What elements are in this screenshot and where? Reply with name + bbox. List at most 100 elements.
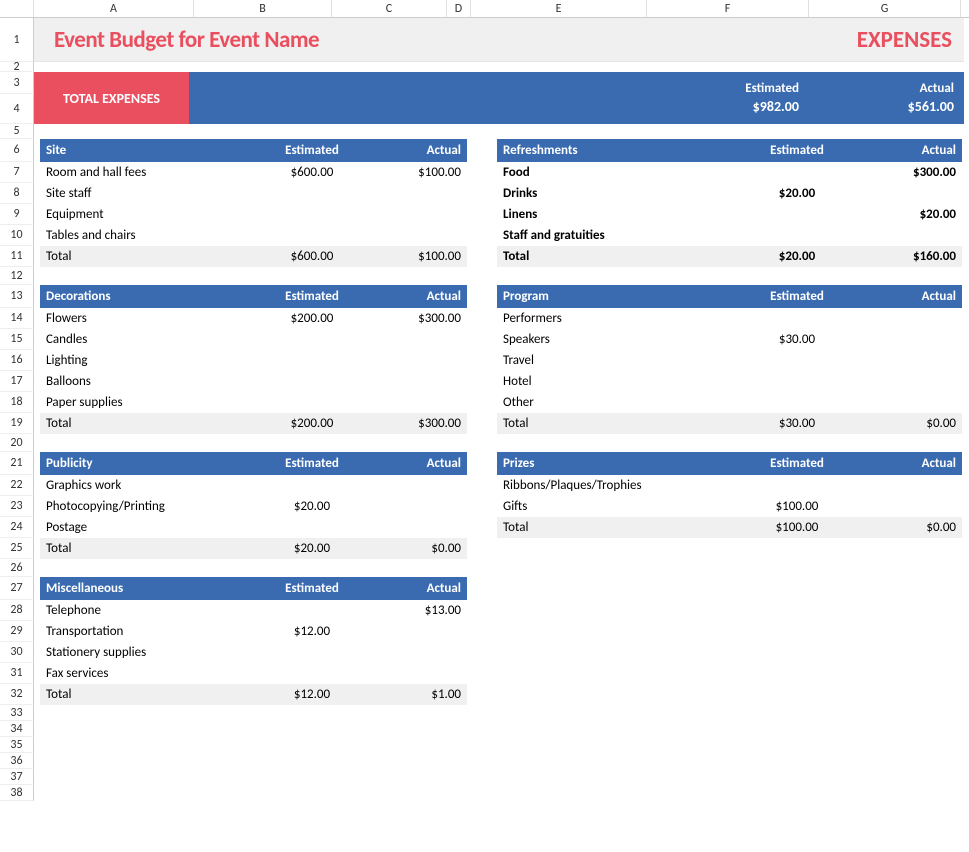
cell-estimated[interactable]: $200.00	[257, 311, 367, 326]
row-header[interactable]: 37	[0, 769, 34, 785]
section-row[interactable]: Paper supplies	[40, 392, 467, 413]
cell-label[interactable]: Paper supplies	[40, 395, 257, 410]
cell-actual[interactable]: $300.00	[367, 416, 467, 431]
section-total-row[interactable]: Total$20.00$160.00	[497, 246, 962, 267]
section-row[interactable]: Room and hall fees$600.00$100.00	[40, 162, 467, 183]
cell-actual[interactable]: $13.00	[367, 603, 467, 618]
cell-label[interactable]: Flowers	[40, 311, 257, 326]
cell-estimated[interactable]: $12.00	[257, 624, 367, 639]
cell-actual[interactable]: $100.00	[367, 249, 467, 264]
section-row[interactable]: Drinks$20.00	[497, 183, 962, 204]
section-row[interactable]: Lighting	[40, 350, 467, 371]
row-header[interactable]: 19	[0, 413, 34, 434]
row-header[interactable]: 4	[0, 94, 34, 124]
cell-estimated[interactable]: $600.00	[257, 249, 367, 264]
cell-label[interactable]: Balloons	[40, 374, 257, 389]
cell-estimated[interactable]: $20.00	[257, 499, 367, 514]
section-row[interactable]: Telephone$13.00	[40, 600, 467, 621]
cell-actual[interactable]: $0.00	[852, 520, 962, 535]
cell-label[interactable]: Transportation	[40, 624, 257, 639]
row-header[interactable]: 13	[0, 285, 34, 308]
row-header[interactable]: 2	[0, 62, 34, 72]
row-header[interactable]: 38	[0, 785, 34, 801]
row-header[interactable]: 32	[0, 684, 34, 705]
cell-label[interactable]: Site staff	[40, 186, 257, 201]
cell-label[interactable]: Ribbons/Plaques/Trophies	[497, 478, 742, 493]
row-header[interactable]: 34	[0, 721, 34, 737]
section-row[interactable]: Other	[497, 392, 962, 413]
section-row[interactable]: Performers	[497, 308, 962, 329]
row-header[interactable]: 30	[0, 642, 34, 663]
section-row[interactable]: Stationery supplies	[40, 642, 467, 663]
row-header[interactable]: 33	[0, 705, 34, 721]
row-header[interactable]: 8	[0, 183, 34, 204]
section-total-row[interactable]: Total$600.00$100.00	[40, 246, 467, 267]
cell-label[interactable]: Gifts	[497, 499, 742, 514]
column-header[interactable]: B	[194, 0, 332, 17]
column-header[interactable]: C	[332, 0, 447, 17]
section-row[interactable]: Food$300.00	[497, 162, 962, 183]
section-row[interactable]: Flowers$200.00$300.00	[40, 308, 467, 329]
section-row[interactable]: Site staff	[40, 183, 467, 204]
cell-label[interactable]: Linens	[497, 207, 742, 222]
cell-label[interactable]: Speakers	[497, 332, 742, 347]
row-header[interactable]: 35	[0, 737, 34, 753]
cell-label[interactable]: Candles	[40, 332, 257, 347]
cell-label[interactable]: Stationery supplies	[40, 645, 257, 660]
section-row[interactable]: Graphics work	[40, 475, 467, 496]
cell-label[interactable]: Performers	[497, 311, 742, 326]
cell-estimated[interactable]: $200.00	[257, 416, 367, 431]
cell-actual[interactable]: $300.00	[367, 311, 467, 326]
cell-label[interactable]: Total	[497, 416, 742, 431]
row-header[interactable]: 15	[0, 329, 34, 350]
section-row[interactable]: Linens $20.00	[497, 204, 962, 225]
cell-estimated[interactable]: $30.00	[742, 416, 852, 431]
cell-estimated[interactable]: $100.00	[742, 499, 852, 514]
section-total-row[interactable]: Total$30.00$0.00	[497, 413, 962, 434]
section-row[interactable]: Fax services	[40, 663, 467, 684]
cell-actual[interactable]: $0.00	[852, 416, 962, 431]
cell-label[interactable]: Total	[40, 249, 257, 264]
row-header[interactable]: 9	[0, 204, 34, 225]
cell-label[interactable]: Total	[497, 520, 742, 535]
column-header[interactable]: E	[471, 0, 647, 17]
section-row[interactable]: Equipment	[40, 204, 467, 225]
cell-label[interactable]: Food	[497, 165, 742, 180]
row-header[interactable]: 1	[0, 18, 34, 62]
section-row[interactable]: Ribbons/Plaques/Trophies	[497, 475, 962, 496]
cell-estimated[interactable]: $20.00	[742, 249, 852, 264]
row-header[interactable]: 14	[0, 308, 34, 329]
cell-estimated[interactable]: $100.00	[742, 520, 852, 535]
cell-label[interactable]: Staff and gratuities	[497, 228, 742, 243]
cell-estimated[interactable]: $30.00	[742, 332, 852, 347]
row-header[interactable]: 17	[0, 371, 34, 392]
cell-label[interactable]: Tables and chairs	[40, 228, 257, 243]
row-header[interactable]: 20	[0, 434, 34, 452]
cell-label[interactable]: Total	[497, 249, 742, 264]
row-header[interactable]: 31	[0, 663, 34, 684]
row-header[interactable]: 3	[0, 72, 34, 94]
row-header[interactable]: 25	[0, 538, 34, 559]
section-row[interactable]: Gifts$100.00	[497, 496, 962, 517]
section-row[interactable]: Transportation$12.00	[40, 621, 467, 642]
row-header[interactable]: 27	[0, 577, 34, 600]
row-header[interactable]: 6	[0, 139, 34, 162]
row-header[interactable]: 28	[0, 600, 34, 621]
cell-label[interactable]: Hotel	[497, 374, 742, 389]
section-row[interactable]: Tables and chairs	[40, 225, 467, 246]
cell-actual[interactable]: $0.00	[367, 541, 467, 556]
section-total-row[interactable]: Total$100.00$0.00	[497, 517, 962, 538]
section-row[interactable]: Postage	[40, 517, 467, 538]
cell-label[interactable]: Fax services	[40, 666, 257, 681]
row-header[interactable]: 12	[0, 267, 34, 285]
cell-estimated[interactable]: $12.00	[257, 687, 367, 702]
section-total-row[interactable]: Total$200.00$300.00	[40, 413, 467, 434]
cell-label[interactable]: Lighting	[40, 353, 257, 368]
cell-estimated[interactable]: $20.00	[742, 186, 852, 201]
section-row[interactable]: Staff and gratuities	[497, 225, 962, 246]
column-header[interactable]	[0, 0, 34, 17]
cell-actual[interactable]: $20.00	[852, 207, 962, 222]
row-header[interactable]: 7	[0, 162, 34, 183]
cell-actual[interactable]: $100.00	[367, 165, 467, 180]
row-header[interactable]: 18	[0, 392, 34, 413]
